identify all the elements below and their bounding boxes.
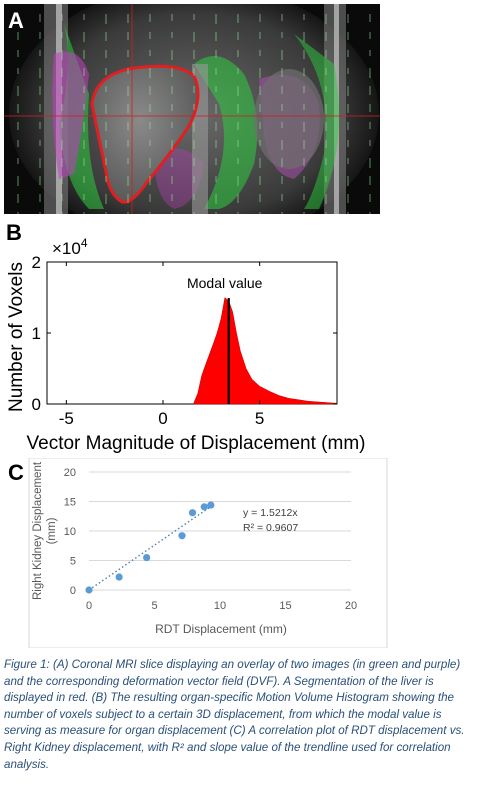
panel-a-label: A [8,8,24,33]
x-axis-label: RDT Displacement (mm) [155,622,287,636]
scatter-point [207,501,215,509]
scatter-point [143,553,151,562]
y-tick-label: 10 [64,526,76,538]
scatter-point [115,573,123,581]
scatter-chart: 0 5 10 15 20 0 5 10 15 20 y = 1.5212x R² = 0.9607 RD… [28,457,388,649]
y-tick-label: 0 [70,585,76,597]
y-tick-label: 15 [64,497,76,509]
scatter-point [85,586,93,594]
y-tick-label: 1 [32,324,41,343]
deformation-vector-field [17,14,371,222]
y-tick-label: 0 [32,395,41,414]
panel-b-label: B [6,220,22,245]
x-tick-label: 15 [279,600,291,612]
x-tick-label: 5 [151,600,157,612]
y-axis-label-line2: (mm) [46,517,58,544]
histogram-panel: B Modal value -5 0 5 0 1 2 ×104 Vector Magnitude… [0,218,486,458]
scatter-point [178,532,186,540]
x-tick-label: 20 [345,600,357,612]
x-axis-label: Vector Magnitude of Displacement (mm) [27,433,366,454]
y-axis-label-line1: Right Kidney Displacement [32,461,44,600]
y-tick-label: 2 [32,253,41,272]
figure-caption: Figure 1: (A) Coronal MRI slice displayi… [4,658,465,771]
y-tick-label: 20 [64,467,76,479]
scatter-point [188,509,197,517]
liver-segmentation [90,64,200,204]
trendline [88,505,212,591]
panel-c-label: C [8,460,24,485]
mri-image [4,0,380,244]
histogram-plot-area [46,261,338,405]
x-tick-label: 10 [214,600,226,612]
y-axis-label: Number of Voxels [6,262,27,412]
trendline-r2: R² = 0.9607 [243,522,298,534]
y-tick-label: 5 [70,556,76,568]
scatter-panel: C 0 5 10 15 20 0 5 10 15 20 y = 1.5212x R² = 0.9607… [0,457,486,649]
scatter-chart-frame [28,457,388,649]
trendline-equation: y = 1.5212x [243,507,298,519]
scatter-point [200,503,208,511]
x-tick-label: -5 [59,409,74,428]
histogram-chart: Modal value -5 0 5 0 1 2 ×104 Vector Magnitude o… [6,236,366,454]
modal-value-annotation: Modal value [187,275,263,291]
x-tick-label: 0 [158,409,167,428]
x-tick-label: 5 [255,409,264,428]
x-tick-label: 0 [86,600,92,612]
mri-image-panel: A [4,0,380,244]
y-multiplier-label: ×104 [52,236,88,258]
